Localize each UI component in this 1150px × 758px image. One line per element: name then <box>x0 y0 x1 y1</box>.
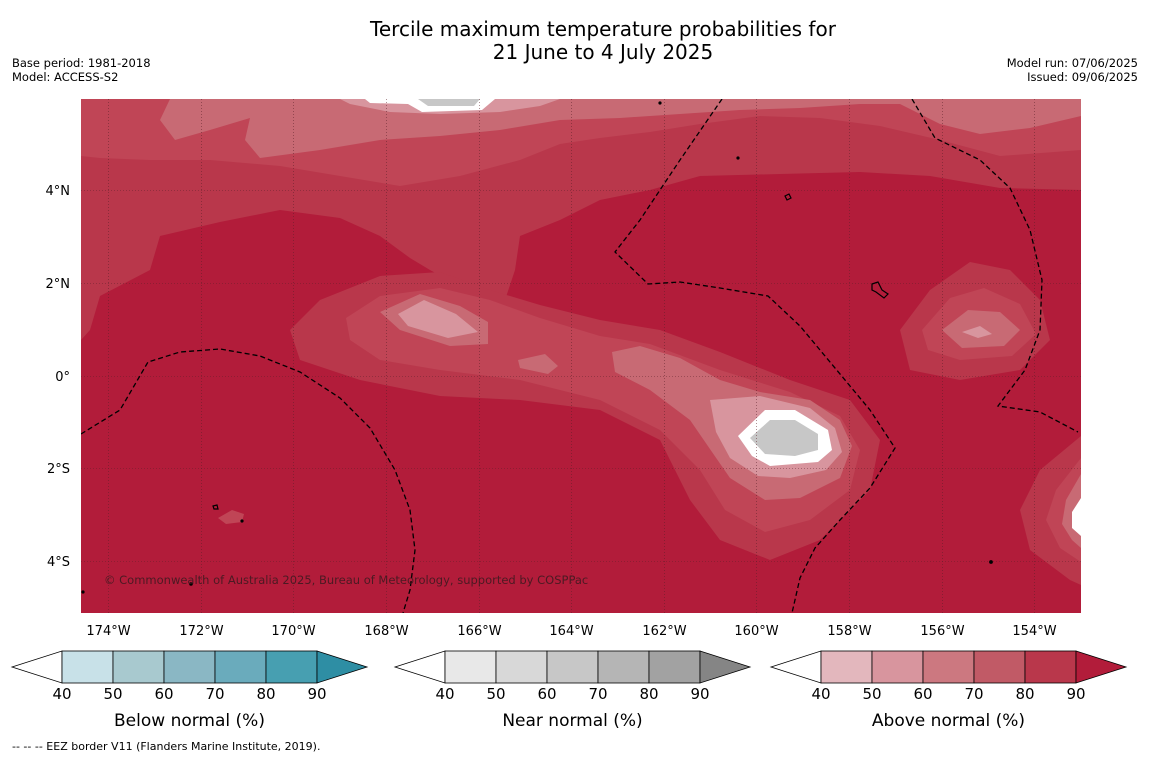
cbar-above-bin-50-60 <box>871 650 924 684</box>
lon-label-156w: 156°W <box>920 624 964 639</box>
eez-borders <box>81 99 1079 613</box>
above-50-east <box>962 326 992 338</box>
cbar-below-bin-40-50 <box>61 650 114 684</box>
lon-label-168w: 168°W <box>364 624 408 639</box>
cbar-above-tick-40: 40 <box>811 685 830 703</box>
model-run: Model run: 07/06/2025 <box>1006 56 1138 70</box>
lon-label-164w: 164°W <box>549 624 593 639</box>
model-name: Model: ACCESS-S2 <box>12 70 119 84</box>
lat-label-0: 0° <box>55 370 70 385</box>
eez-footnote: -- -- -- EEZ border V11 (Flanders Marine… <box>12 740 321 753</box>
islands <box>81 101 993 594</box>
lon-label-154w: 154°W <box>1012 624 1056 639</box>
cbar-near-tick-80: 80 <box>639 685 658 703</box>
cbar-near-bin-50-60 <box>495 650 548 684</box>
cbar-near-bin-60-70 <box>546 650 599 684</box>
cbar-near-tick-90: 90 <box>690 685 709 703</box>
cbar-above-tick-80: 80 <box>1015 685 1034 703</box>
cbar-below-tick-40: 40 <box>52 685 71 703</box>
copyright-notice: © Commonwealth of Australia 2025, Bureau… <box>104 573 588 587</box>
cbar-near-tick-70: 70 <box>588 685 607 703</box>
lon-label-166w: 166°W <box>457 624 501 639</box>
lon-label-172w: 172°W <box>179 624 223 639</box>
above-80-southwest-patch <box>218 510 244 524</box>
cbar-below-bin-50-60 <box>112 650 165 684</box>
cbar-below-arrow-high <box>316 650 369 684</box>
island-north <box>784 193 792 201</box>
cbar-below-arrow-low <box>10 650 63 684</box>
island-small-4 <box>658 101 662 105</box>
cbar-below-tick-60: 60 <box>154 685 173 703</box>
eez-border-central <box>614 99 896 613</box>
cbar-above-bin-40-50 <box>820 650 873 684</box>
colorbar-below-normal: 40 50 60 70 80 90 Below normal (%) <box>10 650 369 731</box>
lon-label-174w: 174°W <box>86 624 130 639</box>
cbar-above-tick-70: 70 <box>964 685 983 703</box>
eez-border-east <box>911 99 1079 433</box>
island-east <box>871 281 889 299</box>
colorbar-near-normal: 40 50 60 70 80 90 Near normal (%) <box>393 650 752 731</box>
colorbar-above-normal: 40 50 60 70 80 90 Above normal (%) <box>769 650 1128 731</box>
island-small-6 <box>81 590 85 594</box>
cbar-near-arrow-high <box>699 650 752 684</box>
cbar-near-bin-70-80 <box>597 650 650 684</box>
above-60-north-band <box>160 99 1081 158</box>
cbar-near-tick-40: 40 <box>435 685 454 703</box>
probability-field: © Commonwealth of Australia 2025, Bureau… <box>81 99 1081 613</box>
cbar-above-title: Above normal (%) <box>872 711 1025 731</box>
title-line-1: Tercile maximum temperature probabilitie… <box>370 17 836 41</box>
meta-left: Base period: 1981-2018 Model: ACCESS-S2 <box>12 56 151 84</box>
cbar-above-bin-60-70 <box>922 650 975 684</box>
title-line-2: 21 June to 4 July 2025 <box>492 40 714 64</box>
cbar-near-arrow-low <box>393 650 446 684</box>
lon-label-162w: 162°W <box>642 624 686 639</box>
lon-label-158w: 158°W <box>827 624 871 639</box>
near-normal-north-grey <box>418 99 480 106</box>
issued-date: Issued: 09/06/2025 <box>1027 70 1138 84</box>
longitude-labels: 174°W 172°W 170°W 168°W 166°W 164°W 162°… <box>86 624 1056 639</box>
base-period: Base period: 1981-2018 <box>12 56 151 70</box>
cbar-below-bin-80-90 <box>265 650 318 684</box>
eez-border-west <box>81 348 416 613</box>
cbar-below-bin-60-70 <box>163 650 216 684</box>
cbar-below-tick-90: 90 <box>307 685 326 703</box>
map-title: Tercile maximum temperature probabilitie… <box>0 18 1150 64</box>
cbar-below-title: Below normal (%) <box>114 711 265 731</box>
island-small-1 <box>189 582 193 586</box>
cbar-near-title: Near normal (%) <box>502 711 642 731</box>
cbar-below-tick-80: 80 <box>256 685 275 703</box>
cbar-above-arrow-high <box>1075 650 1128 684</box>
above-50-central <box>398 300 842 478</box>
lat-label-4s: 4°S <box>47 555 70 570</box>
near-normal-central-grey <box>750 420 818 456</box>
cbar-above-tick-60: 60 <box>913 685 932 703</box>
island-small-3 <box>736 156 740 160</box>
island-small-5 <box>989 560 993 564</box>
lon-label-160w: 160°W <box>734 624 778 639</box>
cbar-above-bin-70-80 <box>973 650 1026 684</box>
latitude-labels: 4°N 2°N 0° 2°S 4°S <box>46 184 71 570</box>
cbar-near-tick-60: 60 <box>537 685 556 703</box>
cbar-near-bin-80-90 <box>648 650 701 684</box>
cbar-above-arrow-low <box>769 650 822 684</box>
cbar-above-tick-90: 90 <box>1066 685 1085 703</box>
cbar-above-bin-80-90 <box>1024 650 1077 684</box>
cbar-above-tick-50: 50 <box>862 685 881 703</box>
lon-label-170w: 170°W <box>271 624 315 639</box>
island-small-2 <box>240 519 244 523</box>
island-southwest <box>212 504 219 510</box>
cbar-below-tick-70: 70 <box>205 685 224 703</box>
near-normal-southeast <box>1072 498 1081 536</box>
cbar-near-bin-40-50 <box>444 650 497 684</box>
lat-label-2s: 2°S <box>47 462 70 477</box>
cbar-below-tick-50: 50 <box>103 685 122 703</box>
meta-right: Model run: 07/06/2025 Issued: 09/06/2025 <box>1007 56 1138 84</box>
cbar-below-bin-70-80 <box>214 650 267 684</box>
lat-label-4n: 4°N <box>46 184 71 199</box>
cbar-near-tick-50: 50 <box>486 685 505 703</box>
lat-label-2n: 2°N <box>46 277 71 292</box>
